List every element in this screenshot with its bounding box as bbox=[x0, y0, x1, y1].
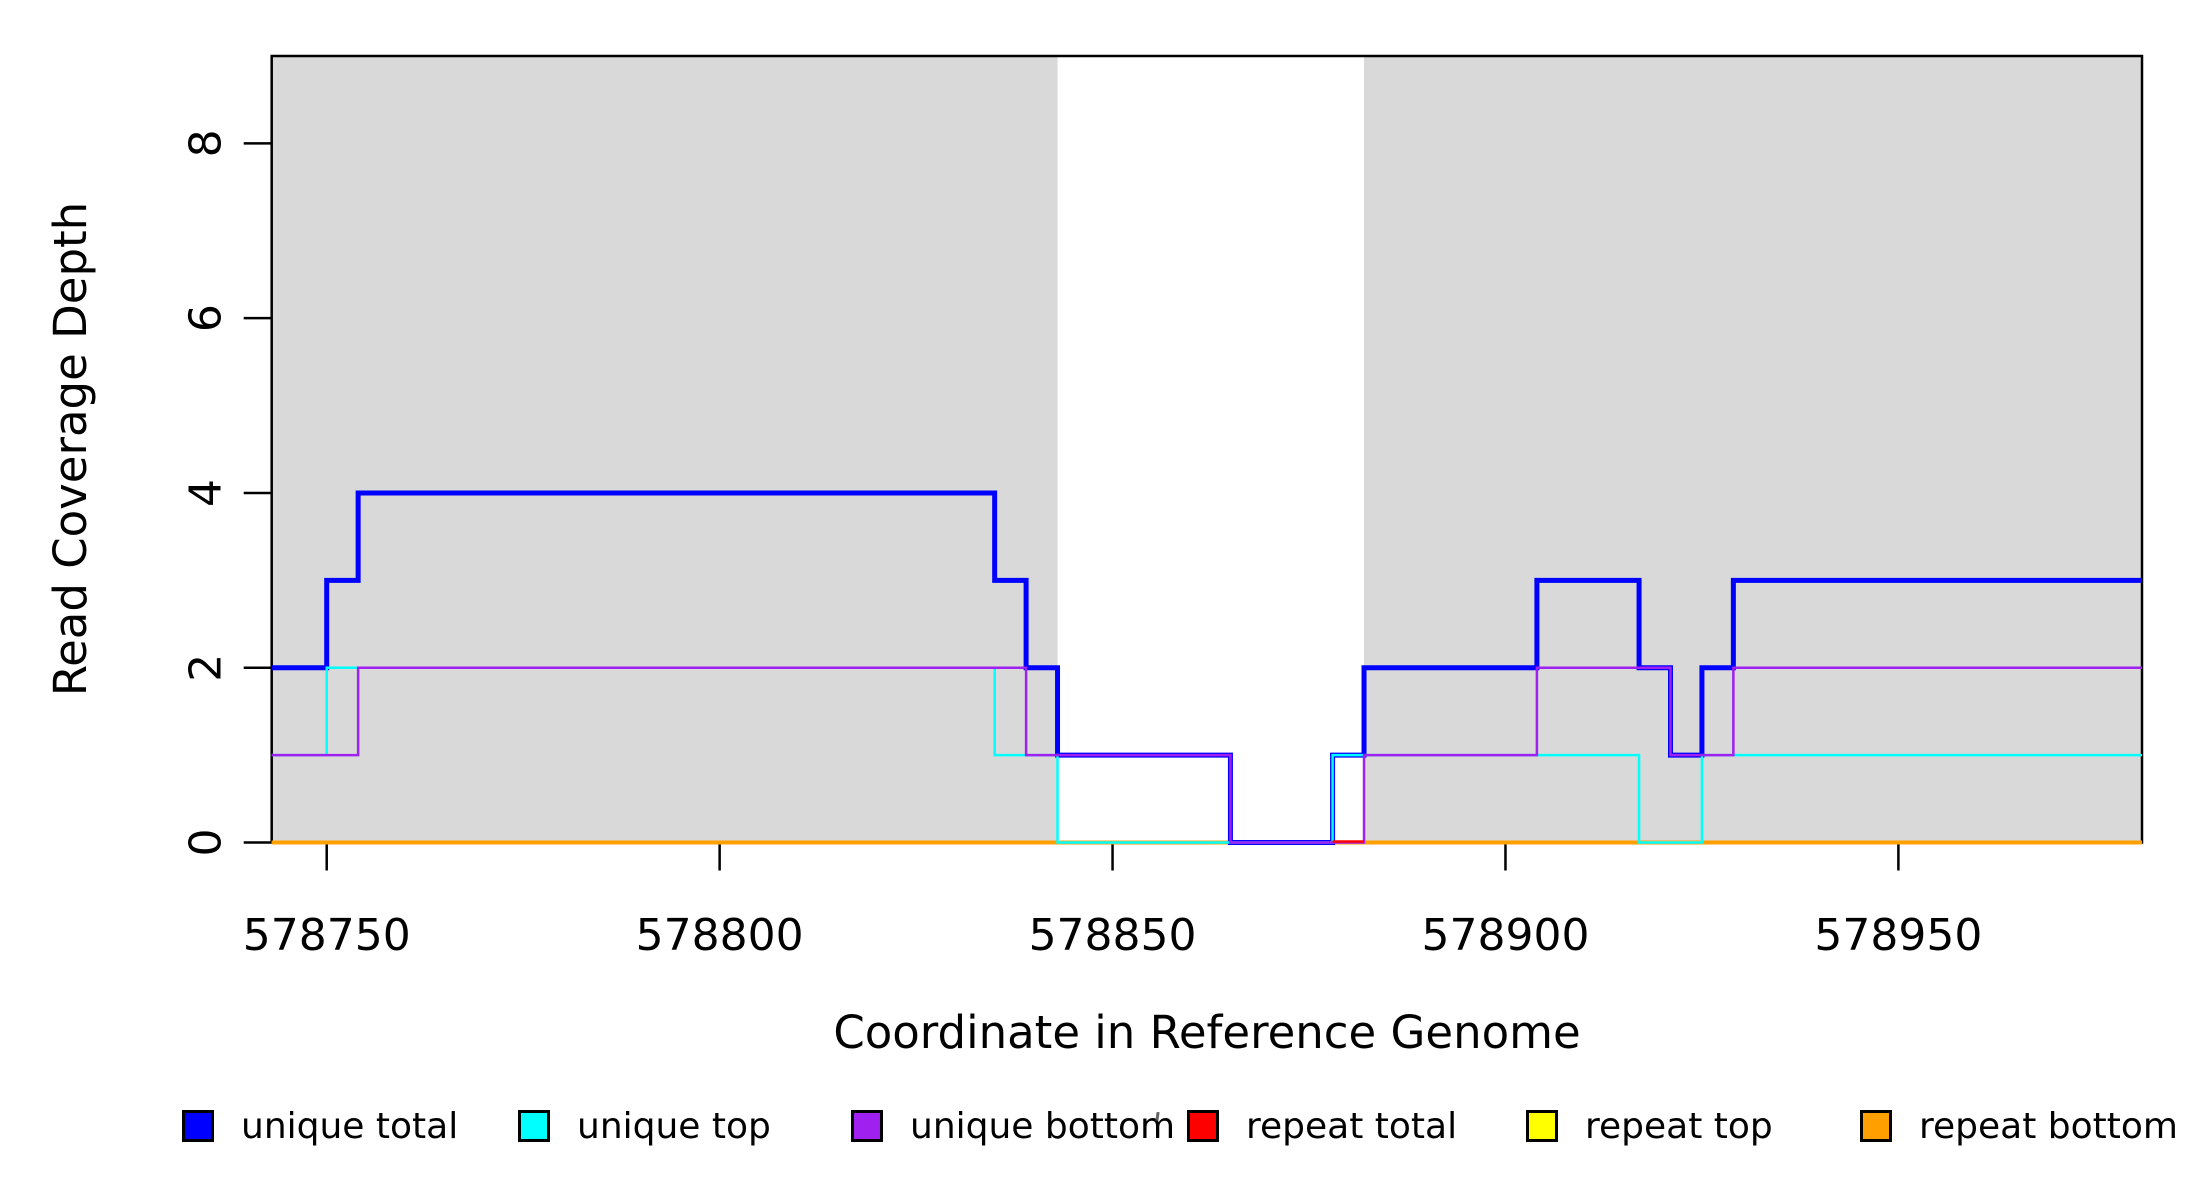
legend-item-unique-bottom: unique bottom bbox=[851, 1105, 1176, 1147]
legend-swatch-repeat-top bbox=[1526, 1110, 1558, 1142]
x-tick-label: 578950 bbox=[1814, 910, 1982, 961]
y-tick-label: 8 bbox=[181, 129, 232, 157]
highlight-region-right-gray-region bbox=[1364, 57, 2142, 843]
legend-label: repeat top bbox=[1585, 1105, 1773, 1147]
x-tick-label: 578850 bbox=[1029, 910, 1197, 961]
x-axis-title: Coordinate in Reference Genome bbox=[833, 1006, 1580, 1059]
y-tick-label: 6 bbox=[181, 304, 232, 332]
series-line-unique-bottom bbox=[271, 666, 2142, 844]
x-tick-label: 578750 bbox=[243, 910, 411, 961]
y-tick-label: 0 bbox=[181, 829, 232, 857]
legend-label: repeat total bbox=[1246, 1105, 1458, 1147]
legend-item-unique-total: unique total bbox=[182, 1105, 459, 1147]
legend-swatch-repeat-total bbox=[1187, 1110, 1219, 1142]
y-tick-label: 4 bbox=[181, 479, 232, 507]
series-lines-layer bbox=[271, 490, 2142, 845]
legend-swatch-unique-bottom bbox=[851, 1110, 883, 1142]
legend-swatch-repeat-bottom bbox=[1860, 1110, 1892, 1142]
legend: unique total unique top unique bottom repea… bbox=[0, 1105, 2200, 1168]
y-tick-label: 2 bbox=[181, 654, 232, 682]
legend-label: repeat bottom bbox=[1919, 1105, 2178, 1147]
axis-layer: 578750 578800 578850 578900 578950 0 2 4 6 8 bbox=[181, 129, 1983, 961]
highlight-regions-layer bbox=[271, 57, 2142, 843]
y-axis-title: Read Coverage Depth bbox=[44, 202, 97, 696]
legend-item-repeat-bottom: repeat bottom bbox=[1860, 1105, 2178, 1147]
highlight-region-left-gray-region bbox=[271, 57, 1058, 843]
legend-item-unique-top: unique top bbox=[518, 1105, 771, 1147]
legend-item-repeat-total: repeat total bbox=[1187, 1105, 1458, 1147]
x-tick-label: 578900 bbox=[1421, 910, 1589, 961]
legend-item-repeat-top: repeat top bbox=[1526, 1105, 1773, 1147]
x-tick-label: 578800 bbox=[636, 910, 804, 961]
legend-label: unique total bbox=[241, 1105, 459, 1147]
legend-label: unique top bbox=[577, 1105, 771, 1147]
legend-label: unique bottom bbox=[910, 1105, 1176, 1147]
legend-swatch-unique-total bbox=[182, 1110, 214, 1142]
legend-swatch-unique-top bbox=[518, 1110, 550, 1142]
